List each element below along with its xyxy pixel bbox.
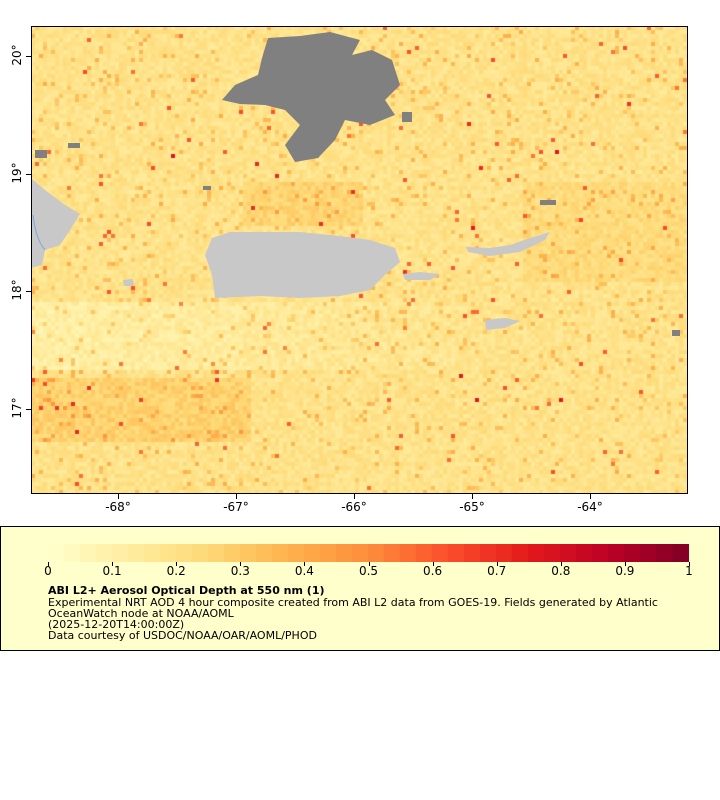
colorbar [48, 544, 689, 562]
x-tick [354, 494, 355, 499]
legend-line4: Data courtesy of USDOC/NOAA/OAR/AOML/PHO… [48, 629, 317, 642]
legend-line1: Experimental NRT AOD 4 hour composite cr… [48, 596, 658, 609]
legend-title: ABI L2+ Aerosol Optical Depth at 550 nm … [48, 584, 325, 597]
colorbar-tick-label: 0.2 [166, 564, 186, 578]
x-tick-label: -66° [341, 500, 367, 514]
hispaniola [31, 178, 80, 268]
y-tick [26, 173, 31, 175]
legend-line2: OceanWatch node at NOAA/AOML [48, 607, 234, 620]
x-tick [236, 494, 237, 499]
y-tick-label: 19° [10, 161, 24, 184]
mona [123, 279, 134, 286]
colorbar-tick-label: 0.3 [230, 564, 250, 578]
vieques [403, 272, 440, 280]
y-tick-label: 17° [10, 396, 24, 419]
colorbar-tick-label: 0.6 [423, 564, 443, 578]
legend-line3: (2025-12-20T14:00:00Z) [48, 618, 185, 631]
x-tick-label: -65° [459, 500, 485, 514]
map-overlay [31, 32, 680, 336]
colorbar-tick-label: 0 [44, 564, 52, 578]
x-tick-label: -68° [105, 500, 131, 514]
colorbar-tick-label: 0.9 [615, 564, 635, 578]
x-tick [590, 494, 591, 499]
y-tick [26, 56, 31, 57]
river [32, 214, 46, 251]
colorbar-tick-label: 0.7 [487, 564, 507, 578]
colorbar-tick-label: 1 [685, 564, 693, 578]
x-tick [118, 494, 119, 499]
plot-frame [31, 26, 688, 494]
colorbar-tick-label: 0.4 [294, 564, 314, 578]
x-tick-label: -67° [223, 500, 249, 514]
y-tick-label: 20° [10, 44, 24, 66]
colorbar-tick-label: 0.5 [358, 564, 379, 578]
no-data-clouds [35, 32, 680, 336]
y-tick [26, 291, 31, 292]
y-tick [26, 408, 31, 410]
x-tick-label: -64° [577, 500, 603, 514]
puerto-rico [205, 232, 400, 298]
legend-panel: 0 0.1 0.2 0.3 0.4 0.5 0.6 0.7 0.8 0.9 1 ABI L2+ Ae… [0, 526, 720, 651]
colorbar-tick-label: 0.8 [551, 564, 571, 578]
land [31, 178, 550, 330]
y-tick-label: 18° [10, 279, 24, 301]
st-croix [485, 318, 520, 330]
virgin-islands [466, 232, 550, 256]
colorbar-tick-label: 0.1 [102, 564, 122, 578]
x-tick [472, 494, 473, 499]
